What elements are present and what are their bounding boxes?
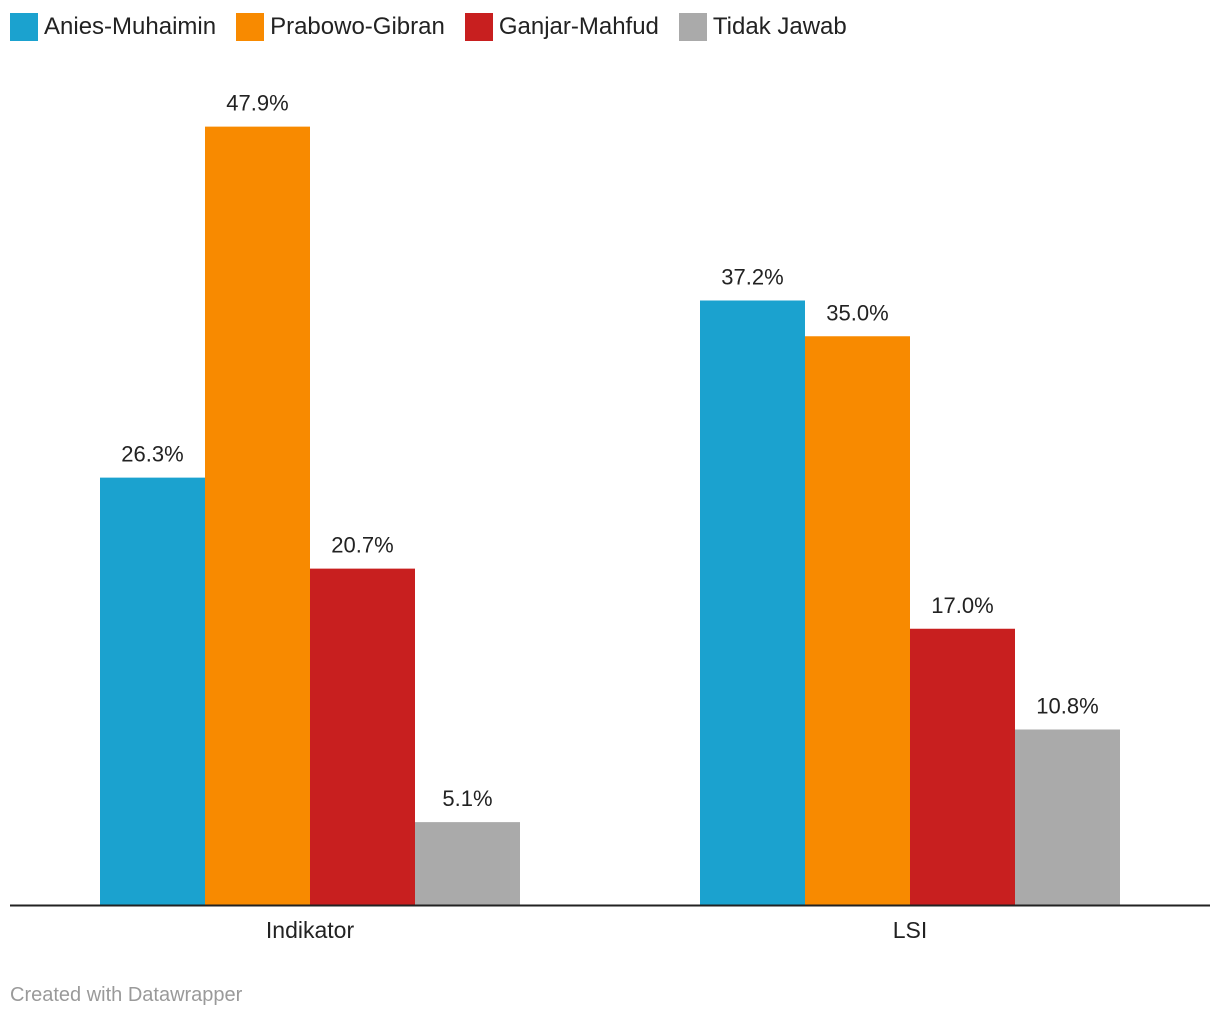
bar	[100, 477, 205, 905]
chart-legend: Anies-Muhaimin Prabowo-Gibran Ganjar-Mahfu…	[10, 12, 847, 42]
legend-label: Anies-Muhaimin	[44, 13, 217, 40]
bar-value-label: 17.0%	[931, 593, 993, 618]
legend-item: Ganjar-Mahfud	[464, 13, 659, 41]
legend-swatch	[10, 13, 38, 41]
bar	[1015, 729, 1120, 905]
legend-label: Prabowo-Gibran	[270, 13, 445, 40]
legend-swatch	[464, 13, 493, 41]
legend-item: Anies-Muhaimin	[10, 13, 216, 41]
bar-chart: 26.3% 47.9% 20.7% 5.1% Indikator 37.2% 35.0% 17…	[10, 91, 1210, 943]
legend-swatch	[678, 13, 707, 41]
bar	[310, 568, 415, 905]
legend-swatch	[236, 13, 265, 41]
category-label: LSI	[893, 917, 928, 943]
bar-value-label: 10.8%	[1036, 694, 1098, 719]
bar	[805, 336, 910, 905]
bar	[700, 300, 805, 905]
bar-value-label: 47.9%	[226, 91, 288, 116]
category-label: Indikator	[266, 917, 355, 943]
bar	[205, 126, 310, 905]
bar-value-label: 20.7%	[331, 533, 393, 558]
footer-credit: Created with Datawrapper	[10, 984, 243, 1006]
bar	[910, 628, 1015, 905]
legend-label: Tidak Jawab	[712, 13, 847, 40]
bar-value-label: 35.0%	[826, 300, 888, 325]
bar	[415, 822, 520, 905]
bar-value-label: 26.3%	[121, 442, 183, 467]
legend-label: Ganjar-Mahfud	[498, 13, 659, 40]
legend-item: Tidak Jawab	[678, 13, 847, 41]
legend-item: Prabowo-Gibran	[236, 13, 445, 41]
bar-value-label: 37.2%	[721, 265, 783, 290]
bar-value-label: 5.1%	[442, 786, 492, 811]
